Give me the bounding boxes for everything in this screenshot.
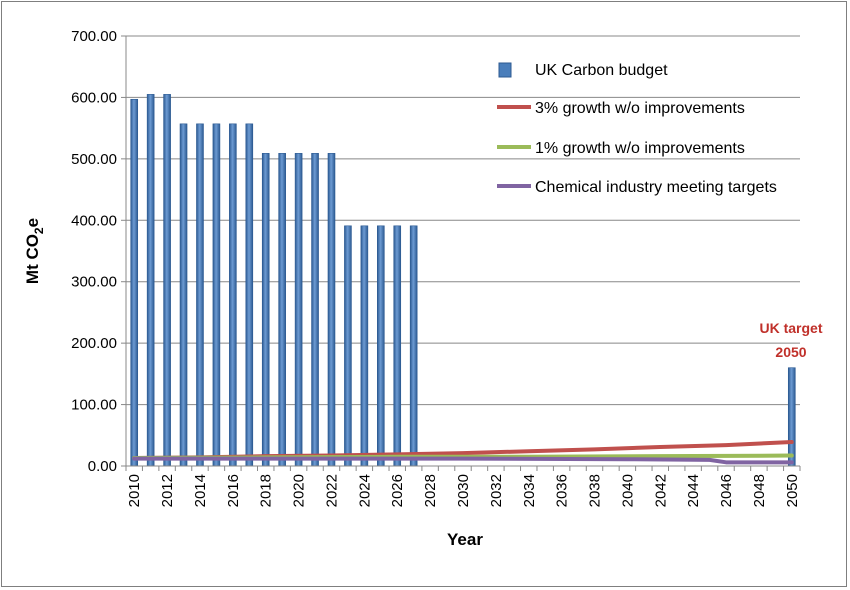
line-chem	[132, 456, 794, 465]
bar-2011	[146, 94, 155, 467]
axes	[125, 36, 800, 467]
bar-2013	[179, 123, 188, 467]
y-tick-label: 0.00	[88, 458, 117, 475]
y-axis-ticks: 0.00 100.00 200.00 300.00 400.00 500.00 600.00…	[71, 28, 126, 475]
bar-2010	[130, 98, 139, 467]
bar-2015	[212, 123, 221, 467]
bar-2012	[163, 94, 171, 467]
y-axis-title-main: Mt CO	[23, 234, 42, 284]
bar-2017	[245, 123, 254, 467]
legend-swatch-bar	[498, 62, 512, 78]
y-tick-label: 300.00	[71, 274, 117, 291]
x-tick-label: 2014	[192, 474, 209, 507]
bar-2024	[360, 225, 369, 467]
x-tick-label: 2020	[291, 474, 308, 507]
x-tick-label: 2032	[488, 474, 505, 507]
y-axis-title: Mt CO2e	[23, 218, 46, 284]
bar-2026	[393, 225, 402, 467]
bar-2027	[409, 225, 418, 467]
x-tick-label: 2040	[619, 474, 636, 507]
legend-label-chem: Chemical industry meeting targets	[535, 179, 777, 196]
x-tick-label: 2030	[455, 474, 472, 507]
y-tick-label: 700.00	[71, 28, 117, 45]
x-axis-title: Year	[447, 530, 483, 549]
x-tick-label: 2024	[356, 474, 373, 507]
bar-2014	[196, 123, 204, 467]
y-tick-label: 500.00	[71, 151, 117, 168]
y-axis-title-subscript: 2	[32, 227, 46, 234]
bar-2022	[327, 153, 336, 467]
line-series	[132, 440, 794, 465]
x-tick-label: 2046	[718, 474, 735, 507]
bar-2021	[311, 153, 319, 467]
y-tick-label: 600.00	[71, 89, 117, 106]
y-tick-label: 100.00	[71, 397, 117, 414]
y-tick-label: 200.00	[71, 335, 117, 352]
x-tick-label: 2026	[389, 474, 406, 507]
x-tick-label: 2048	[751, 474, 768, 507]
bar-series	[130, 94, 796, 467]
bar-2016	[229, 123, 237, 467]
x-tick-label: 2012	[159, 474, 176, 507]
bar-2025	[377, 225, 385, 467]
annotation-uk-target-year: 2050	[775, 344, 806, 360]
x-tick-label: 2044	[685, 474, 702, 507]
x-tick-label: 2050	[784, 474, 801, 507]
x-tick-label: 2042	[652, 474, 669, 507]
x-tick-label: 2028	[422, 474, 439, 507]
bar-2019	[278, 153, 286, 467]
bar-2020	[294, 153, 303, 467]
bar-2023	[344, 225, 352, 467]
x-tick-label: 2018	[258, 474, 275, 507]
legend: UK Carbon budget 3% growth w/o improveme…	[497, 62, 777, 196]
legend-label-growth3: 3% growth w/o improvements	[535, 100, 745, 117]
legend-label-carbon-budget: UK Carbon budget	[535, 62, 668, 79]
x-tick-label: 2038	[587, 474, 604, 507]
x-axis-ticks: 2010 2012 2014 2016 2018 2020 2022 2024 2026 2028…	[125, 466, 801, 507]
x-tick-label: 2016	[225, 474, 242, 507]
bar-2050	[787, 367, 796, 467]
y-axis-title-suffix: e	[23, 218, 42, 227]
x-tick-label: 2034	[521, 474, 538, 507]
y-tick-label: 400.00	[71, 212, 117, 229]
annotation-uk-target: UK target	[759, 320, 822, 336]
x-tick-label: 2036	[554, 474, 571, 507]
legend-label-growth1: 1% growth w/o improvements	[535, 140, 745, 157]
x-tick-label: 2022	[323, 474, 340, 507]
x-tick-label: 2010	[126, 474, 143, 507]
bar-2018	[261, 153, 270, 467]
gridlines	[126, 35, 800, 406]
